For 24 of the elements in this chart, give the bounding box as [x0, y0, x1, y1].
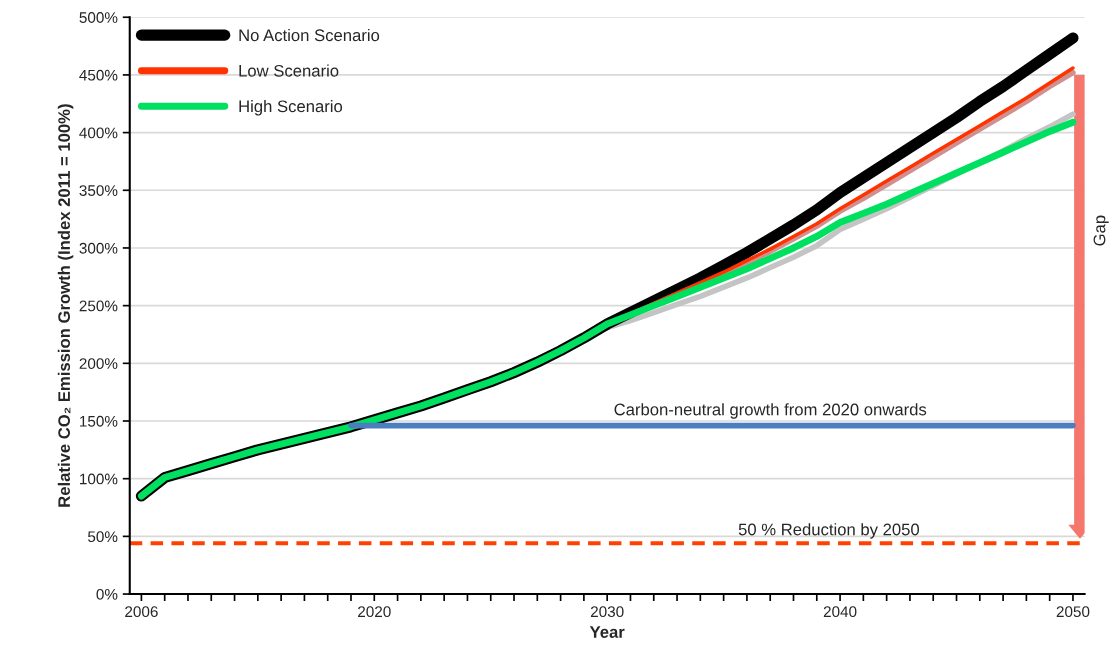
x-tick-label: 2020 [358, 606, 391, 618]
legend-label: High Scenario [239, 99, 343, 116]
x-tick-label: 2040 [823, 606, 857, 618]
series-label: Carbon-neutral growth from 2020 onwards [614, 403, 927, 419]
x-tick-label: 2006 [125, 606, 158, 618]
text: Gap [1093, 215, 1109, 246]
y-tick-label: 300% [79, 242, 118, 254]
x-axis-title: Year [589, 626, 625, 638]
y-axis-title: Relative CO₂ Emission Growth (Index 2011 = 100%) [57, 104, 74, 507]
ref-line-label: 50 % Reduction by 2050 [738, 523, 920, 539]
x-tick-label: 2030 [590, 606, 624, 618]
y-tick-label: 200% [79, 358, 118, 370]
y-tick-label: 100% [80, 473, 118, 485]
y-tick-label: 400% [79, 127, 118, 139]
y-tick-label: 150% [80, 415, 118, 427]
y-tick-label: 0% [96, 588, 118, 600]
y-tick-label: 50% [87, 531, 118, 543]
y-tick-label: 250% [79, 300, 118, 312]
y-tick-label: 450% [79, 69, 118, 81]
y-tick-label: 350% [79, 185, 118, 196]
legend-label: No Action Scenario [239, 28, 380, 42]
x-tick-label: 2050 [1056, 606, 1090, 618]
y-tick-label: 500% [79, 12, 118, 23]
legend-label: Low Scenario [239, 64, 339, 77]
